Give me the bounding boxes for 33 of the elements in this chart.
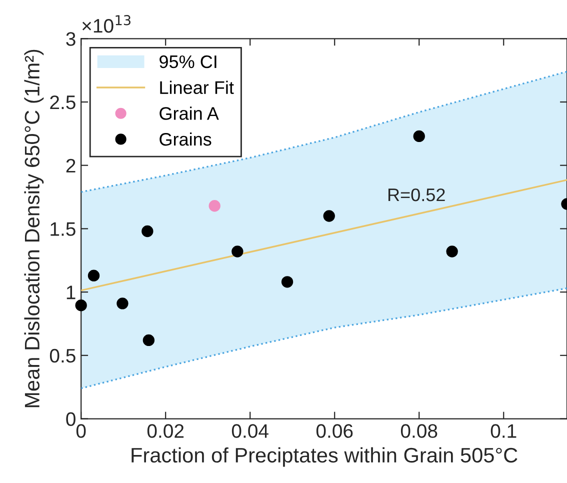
point <box>446 246 458 258</box>
point <box>323 210 335 222</box>
y-tick-label: 0.5 <box>50 348 76 363</box>
y-tick-label: 3 <box>66 32 76 46</box>
point <box>88 270 100 282</box>
annotation: R=0.52 <box>388 188 445 202</box>
y-tick-label: 2.5 <box>50 95 76 110</box>
legend-label: Grains <box>160 132 212 146</box>
legend-label: 95% CI <box>160 55 216 68</box>
point <box>116 298 128 310</box>
point <box>75 300 87 312</box>
y-tick-label: 2 <box>66 158 76 172</box>
text: ×10$^{13}$ <box>82 15 130 33</box>
y-tick-label: 0 <box>66 412 76 426</box>
y-tick-label: 1.5 <box>50 222 76 236</box>
x-tick-label: 0.02 <box>147 424 184 438</box>
x-tick-label: 0.04 <box>232 424 268 438</box>
point <box>413 130 425 142</box>
legend-label: Grain A <box>160 106 219 120</box>
legend-label: Linear Fit <box>160 80 234 94</box>
point <box>232 246 244 258</box>
x-tick-label: 0.06 <box>316 424 353 438</box>
x-tick-label: 0.1 <box>490 424 516 438</box>
x-tick-label: 0 <box>76 424 86 438</box>
point <box>208 200 220 212</box>
line-series <box>81 287 567 390</box>
x-tick-label: 0.08 <box>400 424 438 438</box>
y-axis-title: Mean Dislocation Density 650°C (1/m²) <box>24 50 44 408</box>
x-axis-title: Fraction of Preciptates within Grain 505°C <box>132 447 518 467</box>
point <box>142 334 155 346</box>
y-tick-label: 1 <box>66 286 76 300</box>
point <box>142 225 154 238</box>
point <box>281 276 294 288</box>
